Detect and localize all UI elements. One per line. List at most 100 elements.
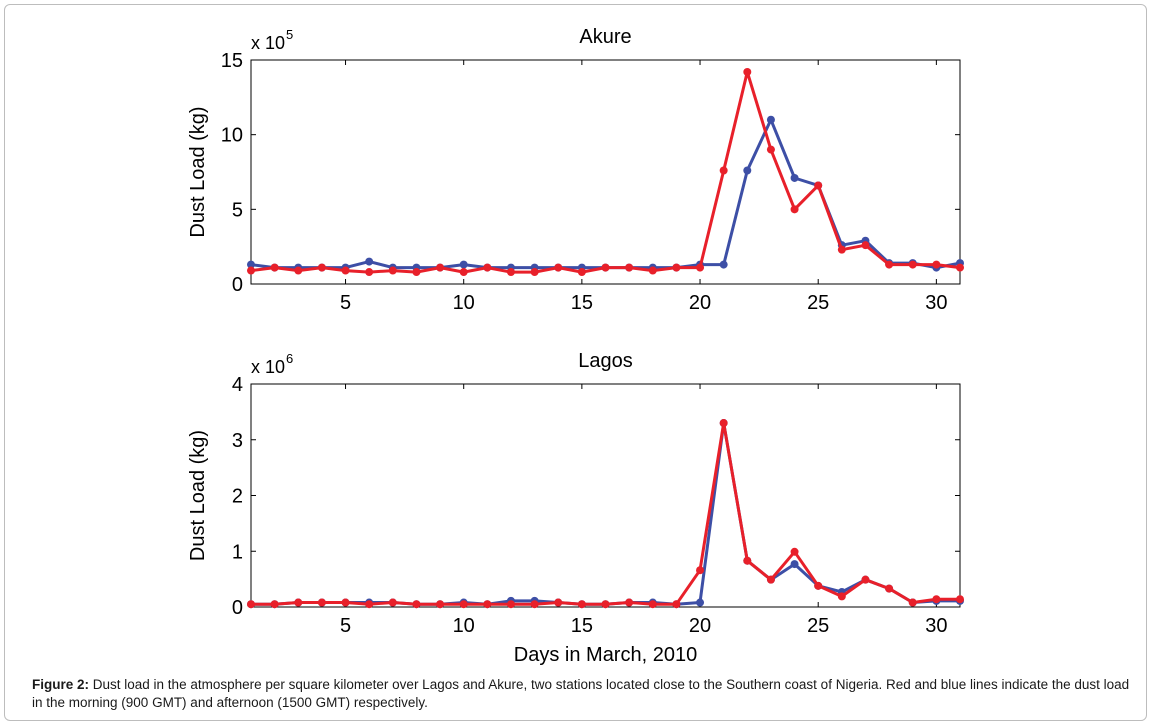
axes-box (250, 59, 961, 285)
data-point (790, 205, 799, 214)
data-point (790, 547, 799, 556)
x-tick-label: 5 (340, 292, 351, 314)
data-point (885, 260, 894, 269)
figure-caption: Figure 2: Dust load in the atmosphere pe… (32, 676, 1132, 712)
data-point (601, 600, 610, 609)
caption-label: Figure 2: (32, 677, 90, 692)
data-point (341, 598, 350, 607)
x-tick-label: 20 (689, 292, 711, 314)
x-tick-label: 20 (689, 615, 711, 637)
data-point (270, 263, 279, 272)
y-exponent-label: x 106 (251, 351, 293, 377)
data-point (247, 260, 255, 269)
data-point (790, 173, 799, 182)
data-point (459, 600, 468, 609)
data-point (412, 600, 421, 609)
series-line (251, 421, 960, 606)
chart-title: Lagos (578, 350, 633, 372)
data-point (388, 598, 397, 607)
y-exponent-label: x 105 (251, 27, 293, 53)
data-point (365, 268, 374, 277)
chart-title: Akure (579, 26, 631, 48)
data-point (790, 560, 799, 569)
x-tick-label: 30 (925, 615, 947, 637)
data-point (861, 575, 870, 584)
data-point (294, 266, 303, 275)
caption-text: Dust load in the atmosphere per square k… (32, 677, 1130, 710)
data-point (530, 268, 539, 277)
data-point (932, 260, 941, 269)
x-tick-label: 10 (453, 292, 475, 314)
data-point (577, 600, 586, 609)
data-point (365, 600, 374, 609)
data-point (270, 600, 279, 609)
data-point (365, 257, 374, 266)
data-point (483, 263, 492, 272)
x-tick-label: 15 (571, 615, 593, 637)
data-point (625, 598, 634, 607)
x-tick-label: 25 (807, 292, 829, 314)
y-axis-label: Dust Load (kg) (187, 106, 209, 237)
series-line (250, 118, 961, 270)
data-point (672, 600, 681, 609)
data-point (436, 600, 445, 609)
data-point (459, 260, 468, 269)
data-point (317, 598, 326, 607)
data-point (696, 566, 705, 575)
data-point (530, 600, 539, 609)
data-point (696, 598, 705, 607)
data-point (956, 595, 964, 604)
data-point (506, 600, 515, 609)
data-point (554, 598, 563, 607)
data-point (601, 263, 610, 272)
data-point (766, 115, 775, 124)
y-tick-label: 1 (232, 541, 243, 563)
data-point (719, 166, 728, 175)
x-tick-label: 15 (571, 292, 593, 314)
data-point (696, 263, 705, 272)
x-tick-label: 10 (453, 615, 475, 637)
data-point (341, 266, 350, 275)
x-tick-label: 5 (340, 615, 351, 637)
y-tick-label: 3 (232, 430, 243, 452)
data-point (908, 260, 917, 269)
chart-1: 5 10 15 20 25 30 0 1 2 3 4 x 106 Lagos Dust Load (kg)… (187, 350, 964, 666)
y-tick-label: 5 (232, 199, 243, 221)
series-0 (247, 419, 964, 609)
data-point (625, 263, 634, 272)
y-axis-label: Dust Load (kg) (187, 430, 209, 561)
y-tick-label: 10 (221, 125, 243, 147)
data-point (648, 600, 657, 609)
data-point (317, 263, 326, 272)
data-point (932, 595, 941, 604)
data-point (743, 166, 752, 175)
data-point (388, 266, 397, 275)
data-point (837, 245, 846, 254)
data-point (672, 263, 681, 272)
data-point (436, 263, 445, 272)
y-tick-label: 0 (232, 597, 243, 619)
data-point (743, 556, 752, 565)
x-tick-label: 30 (925, 292, 947, 314)
x-tick-label: 25 (807, 615, 829, 637)
data-point (743, 67, 752, 76)
data-point (814, 581, 823, 590)
y-tick-label: 15 (221, 50, 243, 72)
data-point (247, 266, 255, 275)
data-point (766, 145, 775, 154)
data-point (247, 600, 255, 609)
data-point (885, 584, 894, 593)
data-point (648, 266, 657, 275)
data-point (719, 260, 728, 269)
data-point (412, 268, 421, 277)
y-tick-label: 2 (232, 486, 243, 508)
data-point (814, 181, 823, 190)
data-point (554, 263, 563, 272)
data-point (908, 598, 917, 607)
y-tick-label: 0 (232, 274, 243, 296)
y-tick-label: 4 (232, 374, 243, 396)
data-point (577, 268, 586, 277)
data-point (459, 268, 468, 277)
data-point (837, 592, 846, 601)
